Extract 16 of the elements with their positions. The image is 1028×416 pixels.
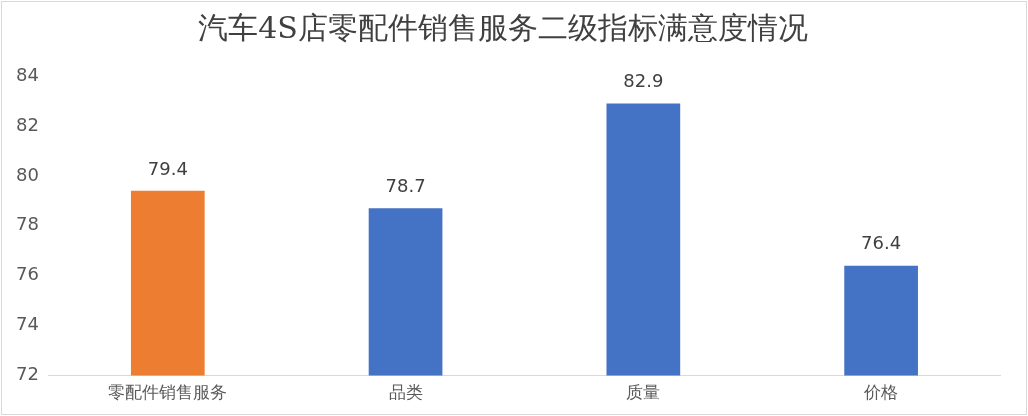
y-tick-label: 82: [16, 113, 39, 135]
x-tick-label: 品类: [388, 382, 423, 403]
data-label: 82.9: [623, 70, 664, 92]
data-label: 76.4: [861, 232, 902, 254]
x-tick-label: 质量: [626, 382, 661, 403]
y-tick-label: 72: [16, 363, 39, 385]
y-tick-label: 78: [16, 213, 39, 235]
data-label: 79.4: [147, 157, 188, 179]
x-tick-label: 价格: [863, 382, 899, 403]
y-tick-label: 84: [16, 63, 39, 85]
chart-title: 汽车4S店零配件销售服务二级指标满意度情况: [198, 9, 808, 45]
data-label: 78.7: [385, 175, 426, 196]
y-tick-label: 76: [16, 263, 39, 285]
y-tick-label: 74: [16, 313, 39, 335]
x-tick-label: 零配件销售服务: [108, 382, 228, 403]
y-tick-label: 80: [16, 163, 39, 185]
